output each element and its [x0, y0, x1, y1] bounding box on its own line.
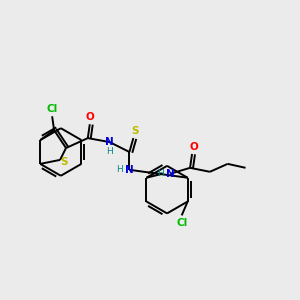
Text: S: S — [60, 157, 68, 167]
Text: Cl: Cl — [46, 104, 58, 114]
Text: H: H — [157, 169, 164, 178]
Text: Cl: Cl — [176, 218, 187, 228]
Text: S: S — [132, 126, 139, 136]
Text: O: O — [85, 112, 94, 122]
Text: N: N — [166, 169, 175, 179]
Text: H: H — [106, 148, 113, 157]
Text: N: N — [125, 165, 134, 175]
Text: O: O — [190, 142, 198, 152]
Text: H: H — [116, 165, 123, 174]
Text: N: N — [105, 137, 114, 147]
